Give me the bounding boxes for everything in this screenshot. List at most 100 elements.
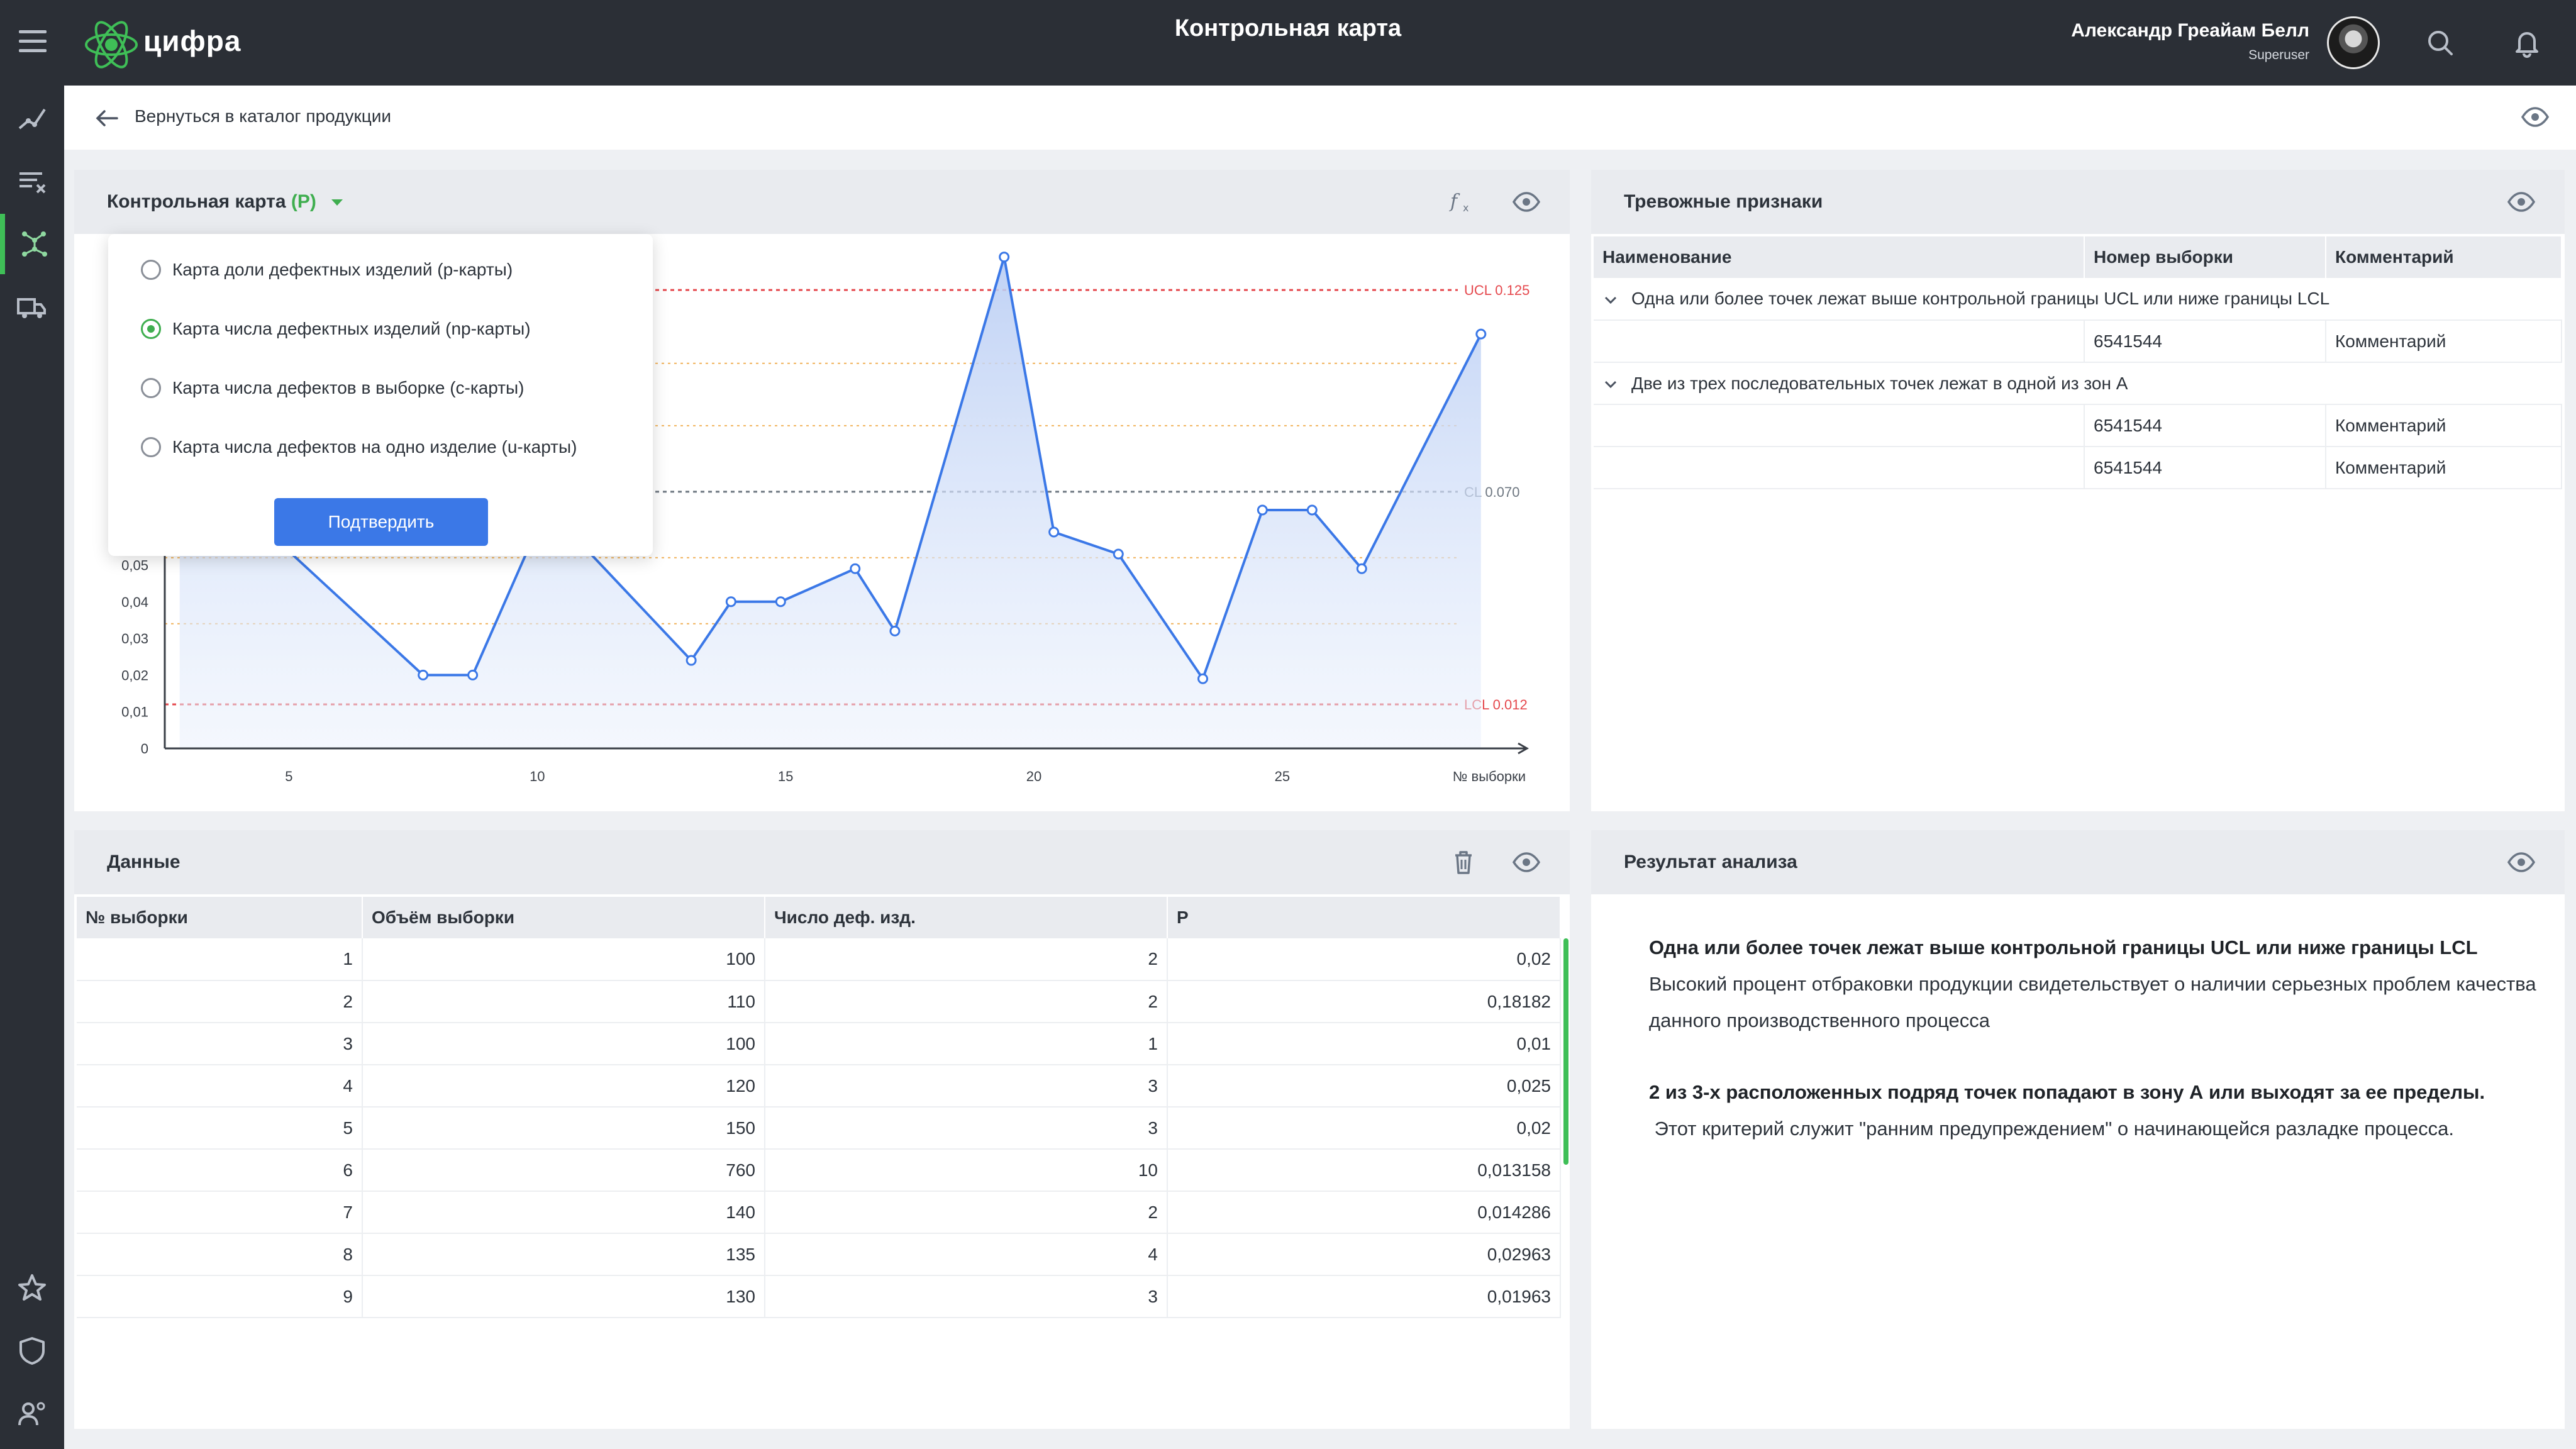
table-row[interactable]: 3 100 1 0,01: [77, 1023, 1561, 1065]
scrollbar[interactable]: [1563, 938, 1568, 1165]
column-header[interactable]: Объём выборки: [362, 897, 765, 938]
table-row[interactable]: 7 140 2 0,014286: [77, 1191, 1561, 1234]
user-name[interactable]: Александр Греайам Белл: [2071, 20, 2309, 41]
table-cell: 130: [362, 1275, 765, 1318]
chart-type-selector[interactable]: Контрольная карта (P): [107, 191, 344, 213]
eye-icon[interactable]: [2507, 189, 2536, 215]
table-row[interactable]: 5 150 3 0,02: [77, 1107, 1561, 1150]
panel-title-text: Контрольная карта: [107, 191, 286, 212]
option-label: Карта числа дефектов в выборке (c-карты): [172, 378, 525, 397]
panel-header: Данные: [74, 830, 1570, 894]
x-tick-label: 10: [530, 769, 545, 784]
alarm-group-row[interactable]: Две из трех последовательных точек лежат…: [1594, 362, 2562, 405]
table-cell: [1594, 447, 2085, 489]
panel-title: Тревожные признаки: [1624, 191, 1823, 212]
data-point[interactable]: [1048, 526, 1060, 538]
eye-icon[interactable]: [2521, 104, 2550, 130]
radio-u-chart[interactable]: [141, 437, 161, 457]
option-label: Карта доли дефектных изделий (p-карты): [172, 260, 513, 279]
option-p-chart[interactable]: Карта доли дефектных изделий (p-карты): [141, 254, 513, 286]
sidebar-item-security[interactable]: [0, 1321, 64, 1381]
table-cell: 4: [765, 1233, 1168, 1276]
result-text: Этот критерий служит "ранним предупрежде…: [1649, 1118, 2455, 1140]
data-point[interactable]: [1356, 563, 1367, 574]
table-cell: 760: [362, 1149, 765, 1192]
chevron-down-icon[interactable]: [1602, 376, 1619, 392]
table-cell: 5: [77, 1107, 363, 1150]
data-point[interactable]: [418, 669, 429, 680]
table-row[interactable]: 8 135 4 0,02963: [77, 1233, 1561, 1276]
arrow-left-icon[interactable]: [94, 106, 119, 131]
sidebar-item-control-chart[interactable]: [0, 214, 64, 274]
column-header[interactable]: Комментарий: [2326, 236, 2562, 278]
table-cell: 0,01963: [1167, 1275, 1561, 1318]
table-row[interactable]: 6541544 Комментарий: [1594, 320, 2562, 363]
data-point[interactable]: [889, 625, 901, 636]
data-point[interactable]: [686, 655, 697, 666]
brand-logo[interactable]: [83, 16, 140, 73]
table-row[interactable]: 6 760 10 0,013158: [77, 1149, 1561, 1192]
column-header[interactable]: Наименование: [1594, 236, 2085, 278]
data-point[interactable]: [775, 596, 786, 608]
table-row[interactable]: 2 110 2 0,18182: [77, 980, 1561, 1023]
table-row[interactable]: 9 130 3 0,01963: [77, 1275, 1561, 1318]
svg-text:x: x: [1463, 202, 1468, 214]
sidebar-item-transport[interactable]: [0, 277, 64, 337]
table-row[interactable]: 6541544 Комментарий: [1594, 447, 2562, 489]
eye-icon[interactable]: [1512, 189, 1541, 215]
column-header[interactable]: № выборки: [77, 897, 363, 938]
back-to-catalog-link[interactable]: Вернуться в каталог продукции: [135, 106, 392, 126]
data-point[interactable]: [467, 669, 479, 680]
table-cell: 2: [765, 1191, 1168, 1234]
shield-icon: [19, 1337, 45, 1365]
sidebar-item-users[interactable]: [0, 1384, 64, 1444]
sidebar-item-favorites[interactable]: [0, 1258, 64, 1318]
table-header-row: № выборки Объём выборки Число деф. изд. …: [77, 897, 1561, 938]
column-header[interactable]: P: [1167, 897, 1561, 938]
trash-icon[interactable]: [1449, 849, 1478, 875]
data-point[interactable]: [1475, 328, 1487, 340]
option-c-chart[interactable]: Карта числа дефектов в выборке (c-карты): [141, 372, 525, 404]
sidebar-item-list[interactable]: [0, 151, 64, 211]
result-block: Одна или более точек лежат выше контроль…: [1649, 930, 2548, 1039]
alarm-group-name: Две из трех последовательных точек лежат…: [1631, 373, 2128, 393]
avatar[interactable]: [2327, 16, 2380, 69]
column-header[interactable]: Номер выборки: [2084, 236, 2326, 278]
option-u-chart[interactable]: Карта числа дефектов на одно изделие (u-…: [141, 431, 577, 463]
data-point[interactable]: [1197, 673, 1209, 684]
user-role: Superuser: [2248, 48, 2309, 62]
table-cell: 0,01: [1167, 1023, 1561, 1065]
table-row[interactable]: 6541544 Комментарий: [1594, 404, 2562, 447]
bell-icon[interactable]: [2512, 28, 2542, 58]
table-row[interactable]: 1 100 2 0,02: [77, 938, 1561, 981]
search-icon[interactable]: [2425, 28, 2455, 58]
data-point[interactable]: [725, 596, 736, 608]
radio-c-chart[interactable]: [141, 378, 161, 398]
data-point[interactable]: [850, 563, 861, 574]
column-header[interactable]: Число деф. изд.: [765, 897, 1168, 938]
sidebar-item-process[interactable]: [0, 88, 64, 148]
brand-name: цифра: [143, 25, 242, 57]
confirm-button[interactable]: Подтвердить: [274, 498, 488, 546]
data-point[interactable]: [1113, 548, 1124, 560]
data-point[interactable]: [999, 252, 1010, 263]
radio-p-chart[interactable]: [141, 260, 161, 280]
option-np-chart[interactable]: Карта числа дефектных изделий (np-карты): [141, 313, 531, 345]
table-cell: [1594, 404, 2085, 447]
table-cell: 135: [362, 1233, 765, 1276]
alarm-group-row[interactable]: Одна или более точек лежат выше контроль…: [1594, 278, 2562, 321]
table-row[interactable]: 4 120 3 0,025: [77, 1065, 1561, 1108]
table-cell: 2: [765, 980, 1168, 1023]
chevron-down-icon[interactable]: [1602, 292, 1619, 308]
scatter-chart-icon: [22, 231, 47, 257]
data-point[interactable]: [1257, 504, 1268, 516]
menu-icon[interactable]: [19, 30, 47, 55]
eye-icon[interactable]: [1512, 849, 1541, 875]
data-point[interactable]: [1306, 504, 1318, 516]
eye-icon[interactable]: [2507, 849, 2536, 875]
x-axis-label: № выборки: [1453, 769, 1526, 784]
y-tick-label: 0,01: [121, 704, 148, 720]
radio-np-chart[interactable]: [141, 319, 161, 339]
